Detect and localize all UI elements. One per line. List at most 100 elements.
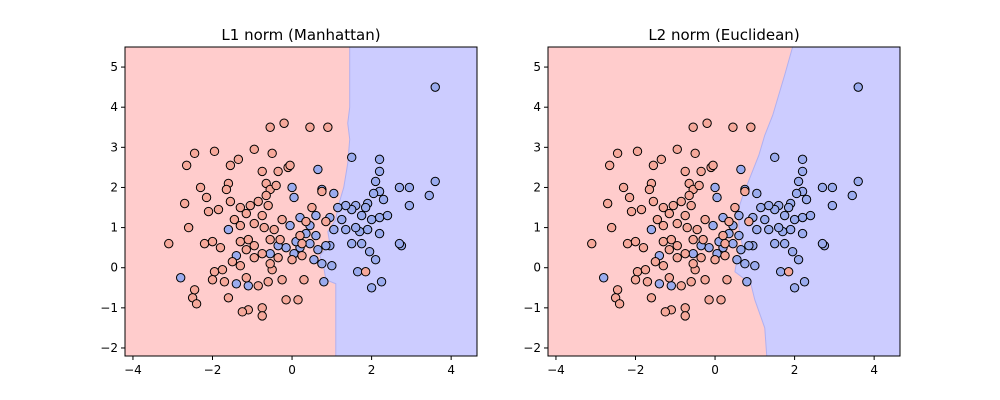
point-class-0	[253, 281, 263, 291]
point-class-0	[708, 160, 718, 171]
point-class-0	[203, 206, 214, 217]
point-class-1	[347, 238, 357, 249]
point-class-1	[404, 182, 415, 193]
point-class-0	[297, 250, 307, 261]
point-class-0	[213, 204, 224, 215]
point-class-0	[692, 224, 702, 235]
point-class-0	[317, 186, 327, 197]
point-class-0	[652, 214, 663, 225]
point-class-0	[257, 311, 267, 321]
point-class-0	[720, 238, 730, 249]
point-class-0	[672, 240, 682, 251]
point-class-0	[225, 160, 236, 171]
point-class-1	[404, 200, 415, 211]
point-class-0	[624, 192, 635, 203]
point-class-1	[793, 176, 804, 187]
point-class-0	[676, 196, 686, 207]
point-class-0	[696, 166, 706, 177]
point-class-1	[646, 224, 657, 235]
y-tick-label: −2	[523, 341, 541, 355]
point-class-0	[668, 200, 678, 211]
point-class-1	[313, 244, 323, 255]
point-class-0	[682, 222, 692, 233]
point-class-1	[352, 267, 363, 277]
y-tick-label: 2	[110, 180, 118, 194]
point-class-0	[700, 214, 710, 225]
point-class-1	[337, 214, 347, 225]
data-points	[164, 82, 440, 321]
point-class-0	[235, 236, 246, 247]
point-class-0	[263, 277, 273, 287]
point-class-0	[604, 160, 615, 171]
data-points	[587, 82, 863, 321]
point-class-0	[724, 216, 734, 227]
point-class-1	[313, 164, 323, 175]
point-class-1	[366, 283, 377, 293]
point-class-1	[394, 182, 405, 193]
point-class-1	[374, 166, 385, 177]
point-class-0	[261, 190, 271, 201]
point-class-0	[243, 234, 253, 245]
point-class-0	[265, 122, 275, 132]
point-class-0	[275, 234, 285, 245]
point-class-0	[680, 210, 690, 221]
point-class-1	[744, 240, 754, 251]
point-class-1	[740, 259, 750, 269]
point-class-0	[235, 202, 246, 213]
point-class-1	[805, 210, 816, 221]
point-class-0	[287, 254, 297, 265]
point-class-0	[241, 208, 252, 219]
point-class-1	[370, 254, 381, 265]
point-class-0	[606, 222, 617, 233]
point-class-0	[672, 144, 682, 155]
point-class-0	[207, 236, 218, 247]
point-class-0	[273, 252, 283, 263]
y-tick-label: 5	[533, 60, 541, 74]
point-class-1	[370, 176, 381, 187]
point-class-1	[773, 222, 784, 233]
point-class-0	[680, 303, 690, 313]
point-class-0	[295, 230, 305, 241]
point-class-1	[760, 214, 770, 225]
point-class-1	[285, 220, 295, 231]
point-class-0	[189, 285, 200, 295]
point-class-1	[789, 214, 800, 225]
point-class-1	[666, 281, 676, 291]
x-tick-label: 2	[791, 363, 799, 377]
point-class-0	[249, 218, 259, 229]
point-class-1	[319, 277, 329, 287]
point-class-0	[612, 148, 623, 159]
point-class-0	[195, 182, 206, 193]
x-tick-label: −2	[627, 363, 645, 377]
point-class-0	[209, 146, 220, 157]
y-tick-label: 0	[533, 261, 541, 275]
point-class-1	[374, 154, 385, 165]
region-class-1	[734, 47, 900, 356]
point-class-1	[736, 244, 746, 255]
point-class-0	[680, 311, 690, 321]
point-class-0	[223, 293, 234, 303]
point-class-0	[664, 273, 675, 283]
y-tick-label: 0	[110, 261, 118, 275]
point-class-0	[263, 200, 273, 211]
point-class-1	[742, 277, 752, 287]
point-class-1	[752, 224, 762, 235]
y-tick-label: −2	[100, 341, 118, 355]
point-class-0	[305, 122, 315, 132]
point-class-0	[321, 216, 331, 227]
point-class-0	[297, 238, 307, 249]
point-class-0	[241, 244, 252, 255]
point-class-1	[341, 200, 351, 211]
point-class-0	[694, 180, 704, 191]
decision-regions	[125, 47, 477, 356]
point-class-1	[764, 224, 774, 235]
y-tick-label: −1	[523, 301, 541, 315]
point-class-1	[287, 182, 297, 193]
point-class-0	[716, 295, 726, 305]
point-class-0	[249, 240, 259, 251]
point-class-1	[797, 154, 808, 165]
point-class-1	[424, 190, 434, 201]
y-tick-label: 2	[533, 180, 541, 194]
axes-frame	[547, 46, 901, 357]
point-class-1	[374, 228, 385, 239]
